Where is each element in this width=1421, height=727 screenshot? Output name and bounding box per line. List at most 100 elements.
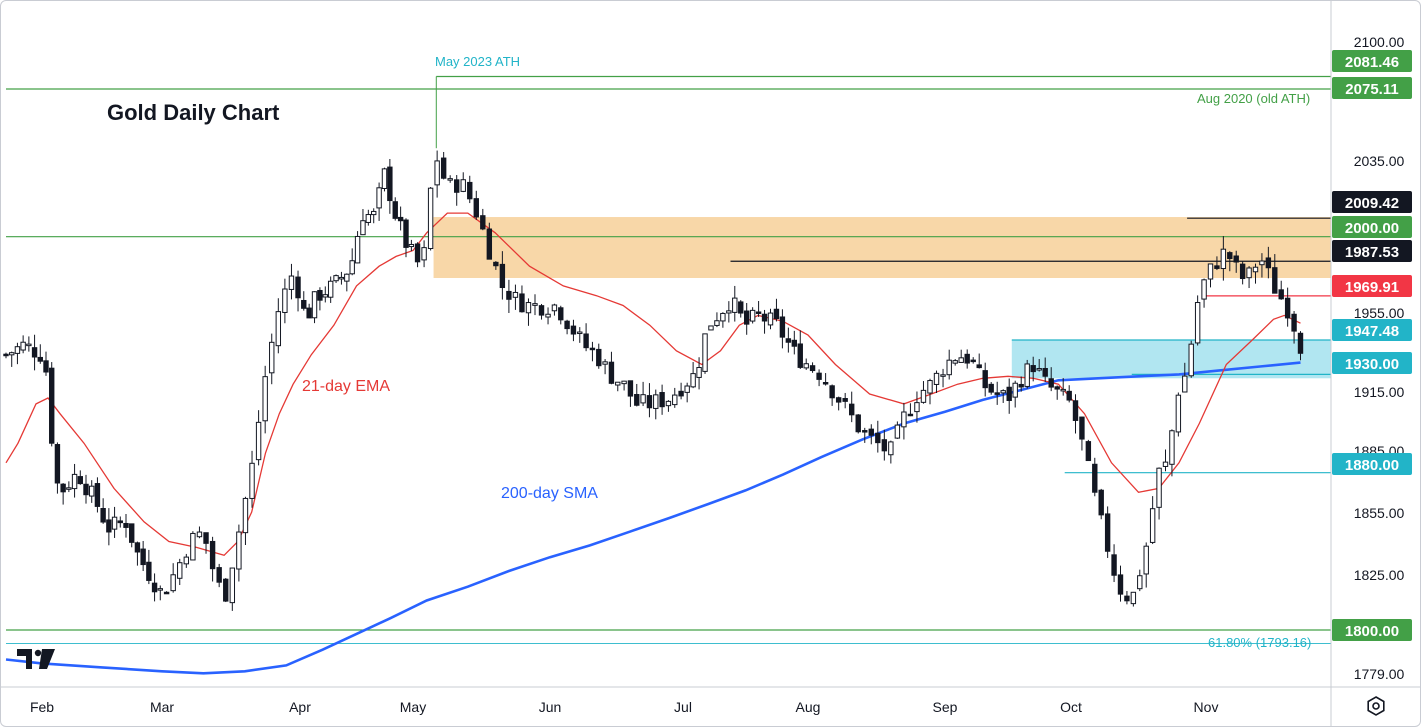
candle-body xyxy=(83,483,89,496)
price-label: 1947.48 xyxy=(1332,319,1412,341)
candle-body xyxy=(640,394,646,404)
candle-body xyxy=(538,305,545,316)
candle xyxy=(665,400,672,412)
candle-body xyxy=(9,352,15,356)
candle-body xyxy=(1188,343,1194,377)
candle xyxy=(1149,496,1156,545)
candle-body xyxy=(920,389,927,403)
candle xyxy=(1188,340,1194,378)
price-label-box xyxy=(1332,352,1412,374)
candle xyxy=(288,263,295,300)
zones-layer xyxy=(433,217,1331,379)
candle-body xyxy=(288,275,295,290)
candle xyxy=(427,186,434,251)
candle-body xyxy=(653,394,659,409)
price-label-text: 1930.00 xyxy=(1345,356,1399,373)
price-label: 1800.00 xyxy=(1332,619,1412,641)
candle-body xyxy=(615,381,621,386)
candle-body xyxy=(743,310,750,325)
candle-body xyxy=(1182,375,1188,393)
tradingview-logo-icon[interactable] xyxy=(17,649,55,669)
candle xyxy=(454,175,460,206)
candle-body xyxy=(1162,461,1169,467)
candle xyxy=(54,442,61,494)
price-label-text: 1969.91 xyxy=(1345,279,1399,296)
candle-body xyxy=(1036,368,1042,371)
candle xyxy=(755,301,762,317)
candle-body xyxy=(14,346,21,354)
candle xyxy=(295,270,301,312)
candle xyxy=(773,298,780,322)
candle xyxy=(223,578,229,603)
candle-body xyxy=(809,365,816,372)
price-label-box xyxy=(1332,240,1412,262)
candle xyxy=(1272,254,1278,294)
candle xyxy=(349,248,355,276)
candle-body xyxy=(209,540,216,570)
candle-body xyxy=(311,291,318,319)
settings-gear-icon[interactable] xyxy=(1365,695,1387,717)
candle xyxy=(803,358,809,370)
candle-body xyxy=(196,531,203,538)
candle-body xyxy=(421,247,427,261)
candle xyxy=(749,307,756,324)
candle xyxy=(338,271,345,285)
candle xyxy=(480,208,486,231)
candle xyxy=(1024,359,1030,389)
x-tick-label: Oct xyxy=(1060,699,1082,715)
candle xyxy=(743,303,750,335)
candle-body xyxy=(577,331,583,335)
candle xyxy=(714,312,720,328)
candle-body xyxy=(77,476,83,485)
candle xyxy=(163,591,170,595)
candle-body xyxy=(349,260,355,275)
candle-body xyxy=(1278,289,1284,300)
candle-body xyxy=(493,261,499,267)
price-label: 1930.00 xyxy=(1332,352,1412,374)
candle-body xyxy=(835,397,842,403)
candle-body xyxy=(106,519,112,533)
candle xyxy=(615,381,621,392)
candle xyxy=(301,291,307,311)
candle-body xyxy=(460,179,466,192)
candle xyxy=(414,242,421,268)
candle-body xyxy=(888,441,894,456)
candle-body xyxy=(1201,279,1207,300)
candle xyxy=(708,325,714,331)
candle xyxy=(952,359,958,366)
candle xyxy=(842,392,848,409)
candle-body xyxy=(1156,467,1162,508)
candle-body xyxy=(262,376,268,422)
candle xyxy=(958,349,964,363)
candle xyxy=(26,336,32,352)
candle-body xyxy=(696,367,702,378)
ath-label: May 2023 ATH xyxy=(435,54,521,69)
x-tick-label: May xyxy=(400,699,426,715)
candle-body xyxy=(360,220,366,236)
candle-body xyxy=(583,333,589,349)
candle-body xyxy=(532,303,538,306)
price-label-text: 2009.42 xyxy=(1345,195,1399,212)
candle-body xyxy=(849,403,855,416)
candle xyxy=(1137,569,1143,592)
candle-body xyxy=(862,430,868,433)
candle-body xyxy=(216,567,222,583)
candle xyxy=(282,278,288,324)
candle xyxy=(1079,416,1085,451)
y-tick-label: 1825.00 xyxy=(1354,567,1405,583)
candle-body xyxy=(486,228,493,260)
candle xyxy=(982,362,988,397)
candle-body xyxy=(914,402,920,413)
candle-body xyxy=(779,316,786,338)
candle xyxy=(809,362,816,373)
candle-body xyxy=(66,487,72,490)
candle-body xyxy=(190,532,196,561)
candle-body xyxy=(525,302,532,314)
candle-body xyxy=(1098,489,1104,516)
candle xyxy=(1252,263,1259,284)
candle xyxy=(1130,591,1137,607)
candle-body xyxy=(551,304,558,312)
candle xyxy=(532,294,538,316)
candle-body xyxy=(964,353,970,364)
